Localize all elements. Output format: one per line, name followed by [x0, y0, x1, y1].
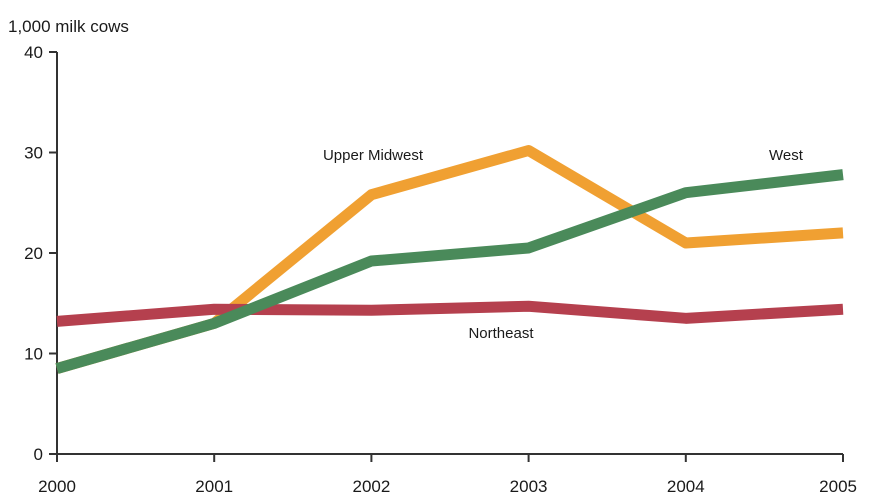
- axes: 0 10 20 30 40 2000 2001 2002 2003 2004 2005: [24, 43, 857, 496]
- y-tick-label: 30: [24, 144, 43, 163]
- series-lines: [55, 144, 844, 374]
- x-tick-label: 2004: [667, 477, 705, 496]
- series-line-west: [55, 169, 844, 374]
- series-label-northeast: Northeast: [468, 325, 534, 342]
- y-tick-label: 0: [34, 445, 43, 464]
- series-line-northeast: [56, 300, 844, 327]
- x-tick-label: 2002: [352, 477, 390, 496]
- y-tick-label: 10: [24, 345, 43, 364]
- series-label-west: West: [769, 147, 804, 164]
- series-labels: Upper Midwest West Northeast: [323, 147, 804, 342]
- y-tick-label: 20: [24, 244, 43, 263]
- y-axis-title: 1,000 milk cows: [8, 17, 129, 36]
- x-tick-label: 2000: [38, 477, 76, 496]
- x-tick-label: 2003: [510, 477, 548, 496]
- y-tick-label: 40: [24, 43, 43, 62]
- x-tick-label: 2001: [195, 477, 233, 496]
- series-label-upper-midwest: Upper Midwest: [323, 147, 424, 164]
- x-tick-label: 2005: [819, 477, 857, 496]
